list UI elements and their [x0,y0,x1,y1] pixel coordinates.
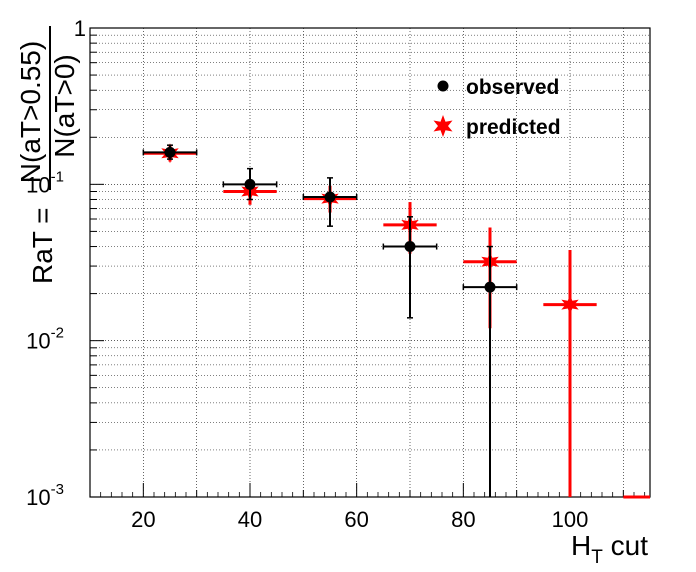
y-axis-title-prefix: RaT = [27,207,58,284]
y-tick-label: 10-3 [26,481,64,510]
observed-point [382,216,438,319]
x-tick-label: 20 [131,507,155,532]
x-tick-label: 40 [238,507,262,532]
y-axis-title: RaT = N(aT>0.55) N(aT>0) [15,26,80,284]
legend-observed-marker [437,80,449,92]
y-tick-label: 10-2 [26,325,64,354]
observed-point [302,177,358,227]
legend-predicted-marker [433,115,453,137]
observed-point [222,167,278,201]
x-axis-title: HT cut [571,530,648,568]
observed-point [142,144,198,160]
observed-marker [244,178,256,190]
x-tick-label: 100 [552,507,589,532]
y-axis-title-denominator: N(aT>0) [49,54,80,157]
x-tick-label: 80 [451,507,475,532]
axes: 20 40 60 80 100 10-3 10-2 10-1 1 [26,16,646,532]
plot-frame [89,27,651,498]
observed-marker [324,191,336,203]
legend-observed-label: observed [466,76,559,99]
data-points [142,143,650,499]
legend: observed predicted [433,76,561,139]
y-axis-title-numerator: N(aT>0.55) [15,41,46,183]
observed-marker [484,281,496,293]
predicted-point [543,250,597,497]
observed-marker [404,241,416,253]
legend-predicted-label: predicted [466,116,561,139]
observed-point [462,245,518,497]
observed-marker [164,146,176,158]
predicted-marker [561,294,579,315]
x-tick-label: 60 [344,507,368,532]
y-tick-label: 10-1 [26,168,64,197]
y-tick-label: 1 [74,16,86,41]
